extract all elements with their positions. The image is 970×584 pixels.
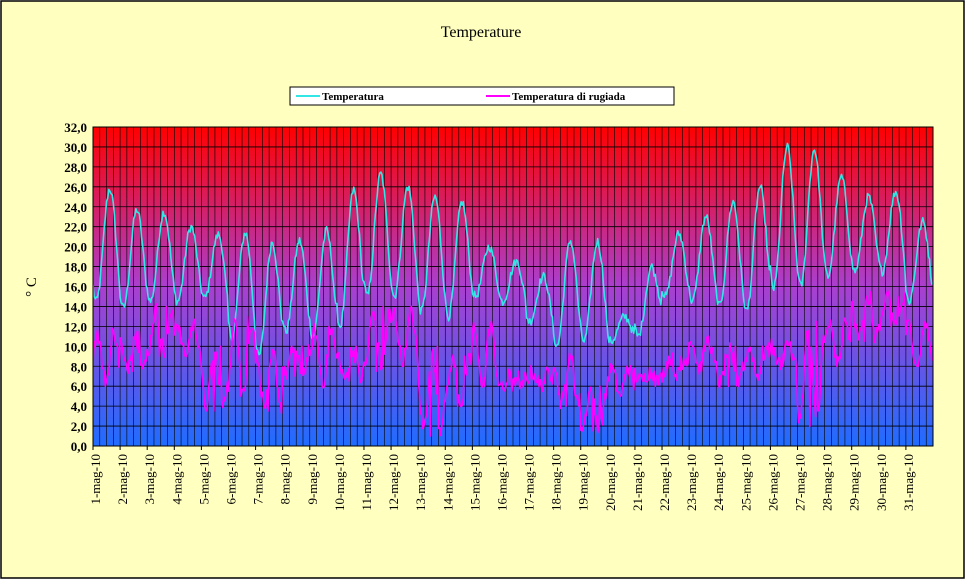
x-tick-label: 17-mag-10 bbox=[522, 454, 537, 511]
chart-title: Temperature bbox=[441, 24, 522, 41]
legend-label-rugiada: Temperatura di rugiada bbox=[512, 91, 626, 103]
y-tick-label: 30,0 bbox=[64, 140, 87, 155]
x-tick-label: 4-mag-10 bbox=[169, 454, 184, 505]
y-tick-label: 24,0 bbox=[64, 200, 87, 215]
x-tick-label: 11-mag-10 bbox=[359, 454, 374, 511]
x-tick-label: 7-mag-10 bbox=[251, 454, 266, 505]
x-tick-label: 14-mag-10 bbox=[440, 454, 455, 511]
x-tick-label: 16-mag-10 bbox=[494, 454, 509, 511]
y-tick-label: 8,0 bbox=[71, 359, 87, 374]
y-tick-label: 12,0 bbox=[64, 319, 87, 334]
x-tick-label: 2-mag-10 bbox=[115, 454, 130, 505]
legend-label-temperatura: Temperatura bbox=[322, 91, 384, 103]
x-tick-label: 22-mag-10 bbox=[657, 454, 672, 511]
y-tick-label: 28,0 bbox=[64, 160, 87, 175]
x-tick-label: 8-mag-10 bbox=[278, 454, 293, 505]
x-tick-label: 21-mag-10 bbox=[630, 454, 645, 511]
x-tick-label: 24-mag-10 bbox=[711, 454, 726, 511]
y-tick-label: 4,0 bbox=[71, 399, 87, 414]
x-tick-label: 31-mag-10 bbox=[901, 454, 916, 511]
y-tick-label: 20,0 bbox=[64, 240, 87, 255]
x-tick-label: 23-mag-10 bbox=[684, 454, 699, 511]
y-tick-label: 32,0 bbox=[64, 120, 87, 135]
y-tick-label: 18,0 bbox=[64, 260, 87, 275]
x-tick-label: 13-mag-10 bbox=[413, 454, 428, 511]
x-tick-label: 12-mag-10 bbox=[386, 454, 401, 511]
y-tick-label: 10,0 bbox=[64, 339, 87, 354]
x-tick-label: 3-mag-10 bbox=[142, 454, 157, 505]
x-tick-label: 15-mag-10 bbox=[467, 454, 482, 511]
y-tick-label: 16,0 bbox=[64, 280, 87, 295]
x-axis: 1-mag-10 2-mag-10 3-mag-10 4-mag-10 5-mag-10… bbox=[88, 446, 916, 511]
x-tick-label: 30-mag-10 bbox=[874, 454, 889, 511]
x-tick-label: 20-mag-10 bbox=[603, 454, 618, 511]
x-tick-label: 10-mag-10 bbox=[332, 454, 347, 511]
x-tick-label: 29-mag-10 bbox=[847, 454, 862, 511]
plot-border bbox=[92, 126, 934, 447]
legend: Temperatura Temperatura di rugiada bbox=[289, 86, 675, 106]
x-tick-label: 18-mag-10 bbox=[549, 454, 564, 511]
y-tick-label: 2,0 bbox=[71, 419, 87, 434]
y-axis: 0,0 2,0 4,0 6,0 8,0 10,0 12,0 14,0 16,0 18,0 20,0 2… bbox=[64, 120, 87, 454]
y-tick-label: 6,0 bbox=[71, 379, 87, 394]
x-tick-label: 26-mag-10 bbox=[765, 454, 780, 511]
x-tick-label: 5-mag-10 bbox=[196, 454, 211, 505]
x-tick-label: 19-mag-10 bbox=[576, 454, 591, 511]
y-tick-label: 14,0 bbox=[64, 299, 87, 314]
x-tick-label: 1-mag-10 bbox=[88, 454, 103, 505]
x-tick-label: 28-mag-10 bbox=[820, 454, 835, 511]
y-axis-label: ° C bbox=[24, 277, 40, 297]
x-tick-label: 27-mag-10 bbox=[793, 454, 808, 511]
x-tick-label: 9-mag-10 bbox=[305, 454, 320, 505]
series-lines bbox=[93, 142, 933, 437]
x-tick-label: 6-mag-10 bbox=[223, 454, 238, 505]
y-tick-label: 26,0 bbox=[64, 180, 87, 195]
legend-box bbox=[289, 86, 675, 106]
series-line-rugiada bbox=[93, 290, 933, 437]
x-tick-label: 25-mag-10 bbox=[738, 454, 753, 511]
y-tick-label: 0,0 bbox=[71, 439, 87, 454]
y-tick-label: 22,0 bbox=[64, 220, 87, 235]
